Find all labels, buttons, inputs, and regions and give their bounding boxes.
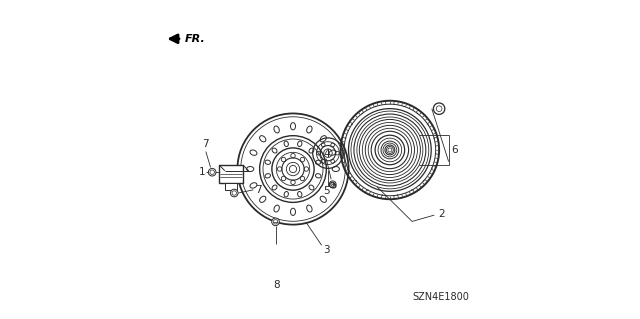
Text: 4: 4	[323, 149, 330, 159]
Circle shape	[272, 218, 279, 226]
Text: 2: 2	[438, 209, 445, 219]
FancyBboxPatch shape	[225, 182, 237, 190]
Text: SZN4E1800: SZN4E1800	[412, 293, 469, 302]
Circle shape	[382, 195, 383, 196]
Circle shape	[434, 138, 435, 139]
Circle shape	[209, 168, 216, 176]
Text: 6: 6	[452, 145, 458, 155]
Circle shape	[345, 138, 346, 139]
Circle shape	[435, 153, 436, 154]
Circle shape	[230, 189, 238, 197]
Text: 5: 5	[323, 186, 330, 196]
FancyBboxPatch shape	[219, 165, 243, 182]
Text: 7: 7	[202, 139, 209, 149]
Text: 1: 1	[198, 167, 205, 177]
Circle shape	[397, 195, 398, 196]
Text: 8: 8	[273, 280, 280, 290]
Text: FR.: FR.	[185, 34, 206, 44]
Circle shape	[362, 113, 363, 114]
Text: 3: 3	[323, 245, 330, 255]
Text: 7: 7	[255, 185, 261, 195]
Circle shape	[351, 124, 352, 125]
Circle shape	[375, 106, 376, 107]
Circle shape	[417, 113, 418, 114]
